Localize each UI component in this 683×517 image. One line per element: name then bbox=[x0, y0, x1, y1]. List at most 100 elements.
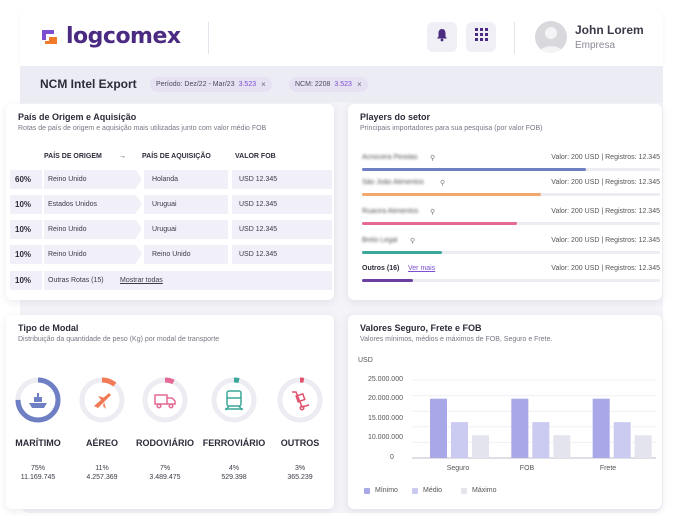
card-title: País de Origem e Aquisição bbox=[18, 112, 137, 122]
modal-label: RODOVIÁRIO bbox=[135, 438, 194, 448]
show-all-link[interactable]: Mostrar todas bbox=[120, 277, 163, 284]
player-value: Valor: 200 USD | Registros: 12.345 bbox=[551, 265, 660, 272]
filter-chip-period[interactable]: Período: Dez/22 - Mar/23 3.523 × bbox=[150, 77, 272, 92]
player-value: Valor: 200 USD | Registros: 12.345 bbox=[551, 154, 660, 161]
page-title: NCM Intel Export bbox=[40, 77, 137, 91]
player-value: Valor: 200 USD | Registros: 12.345 bbox=[551, 208, 660, 215]
other-routes-label: Outras Rotas (15) bbox=[48, 277, 104, 284]
player-value: Valor: 200 USD | Registros: 12.345 bbox=[551, 237, 660, 244]
table-row[interactable]: 10% Reino Unido Uruguai USD 12.345 bbox=[10, 220, 332, 239]
logcomex-logo[interactable]: logcomex bbox=[40, 24, 181, 49]
player-bar bbox=[362, 251, 443, 254]
bar-fob-2[interactable] bbox=[553, 435, 571, 458]
card-title: Valores Seguro, Frete e FOB bbox=[360, 323, 482, 333]
ship-icon bbox=[29, 393, 47, 408]
route-origin: Estados Unidos bbox=[48, 201, 98, 208]
route-percent: 10% bbox=[15, 276, 32, 285]
player-value: Valor: 200 USD | Registros: 12.345 bbox=[551, 179, 660, 186]
filter-chip-ncm[interactable]: NCM: 2208 3.523 × bbox=[289, 77, 368, 92]
search-icon[interactable]: ⚲ bbox=[440, 180, 446, 187]
notifications-button[interactable] bbox=[427, 22, 457, 52]
see-more-link[interactable]: Ver mais bbox=[408, 265, 436, 272]
bar-fob-1[interactable] bbox=[532, 422, 550, 458]
routes-card: País de Origem e Aquisição Rotas de país… bbox=[6, 104, 334, 300]
player-name: Brelo Legal bbox=[362, 237, 398, 244]
table-row[interactable]: 60% Reino Unido Holanda USD 12.345 bbox=[10, 170, 332, 189]
close-icon[interactable]: × bbox=[261, 80, 266, 89]
airplane-icon bbox=[94, 393, 111, 409]
train-donut bbox=[210, 376, 258, 424]
player-bar bbox=[362, 193, 541, 196]
apps-grid-icon bbox=[474, 28, 488, 46]
bar-frete-0[interactable] bbox=[592, 398, 610, 458]
donut-arc bbox=[277, 377, 323, 423]
search-icon[interactable]: ⚲ bbox=[430, 209, 436, 216]
bar-frete-2[interactable] bbox=[634, 435, 652, 458]
legend-item-max[interactable]: Máximo bbox=[461, 487, 497, 494]
donut-arc bbox=[79, 377, 125, 423]
table-row[interactable]: 10% Estados Unidos Uruguai USD 12.345 bbox=[10, 195, 332, 214]
bar-seguro-0[interactable] bbox=[430, 398, 447, 458]
hand-truck-icon bbox=[292, 391, 310, 411]
legend-item-avg[interactable]: Médio bbox=[412, 487, 442, 494]
filter-bar: NCM Intel Export Período: Dez/22 - Mar/2… bbox=[20, 66, 663, 102]
modal-percent: 7% bbox=[159, 465, 171, 472]
modal-percent: 11% bbox=[95, 465, 109, 472]
bar-seguro-2[interactable] bbox=[472, 435, 489, 458]
header-divider bbox=[208, 22, 209, 54]
modal-weight: 365.239 bbox=[287, 474, 313, 481]
modal-weight: 3.489.475 bbox=[149, 474, 181, 481]
route-acquisition: Reino Unido bbox=[152, 251, 191, 258]
chip-count: 3.523 bbox=[334, 81, 352, 88]
modal-weight: 4.257.369 bbox=[86, 474, 118, 481]
modal-label: FERROVIÁRIO bbox=[202, 438, 266, 448]
modal-weight: 529.398 bbox=[221, 474, 247, 481]
player-bar bbox=[362, 279, 413, 282]
search-icon[interactable]: ⚲ bbox=[430, 155, 436, 162]
column-header-fob: VALOR FOB bbox=[235, 153, 276, 160]
chip-label: Período: Dez/22 - Mar/23 bbox=[156, 81, 235, 88]
card-title: Tipo de Modal bbox=[18, 323, 79, 333]
bar-frete-1[interactable] bbox=[613, 422, 631, 458]
header-divider bbox=[514, 22, 515, 54]
card-subtitle: Distribuição da quantidade de peso (Kg) … bbox=[18, 336, 220, 343]
route-acquisition: Uruguai bbox=[152, 201, 177, 208]
card-subtitle: Principais importadores para sua pesquis… bbox=[360, 125, 543, 132]
legend-item-min[interactable]: Mínimo bbox=[364, 487, 398, 494]
chip-label: NCM: 2208 bbox=[295, 81, 331, 88]
donut-arc bbox=[142, 377, 188, 423]
modal-percent: 4% bbox=[228, 465, 240, 472]
modal-label: MARÍTIMO bbox=[15, 438, 61, 448]
apps-button[interactable] bbox=[466, 22, 496, 52]
arrow-right-icon: → bbox=[119, 153, 126, 160]
bar-seguro-1[interactable] bbox=[451, 422, 468, 458]
close-icon[interactable]: × bbox=[356, 80, 362, 89]
user-menu[interactable]: John Lorem Empresa bbox=[535, 21, 644, 53]
card-subtitle: Rotas de país de origem e aquisição mais… bbox=[18, 125, 267, 132]
legend-label: Mínimo bbox=[375, 487, 398, 494]
truck-donut bbox=[141, 376, 189, 424]
y-axis-unit: USD bbox=[358, 357, 373, 364]
bar-fob-0[interactable] bbox=[511, 398, 529, 458]
x-tick-label: Seguro bbox=[446, 465, 470, 472]
modal-weight: 11.169.745 bbox=[20, 474, 56, 481]
y-tick-label: 0 bbox=[390, 454, 394, 461]
column-header-origin: PAÍS DE ORIGEM bbox=[44, 153, 102, 160]
bell-icon bbox=[435, 28, 449, 47]
airplane-donut bbox=[78, 376, 126, 424]
donut-arc bbox=[15, 377, 61, 423]
route-fob: USD 12.345 bbox=[239, 226, 278, 233]
legend-label: Médio bbox=[423, 487, 443, 494]
top-header: logcomex John Lorem Empresa bbox=[20, 8, 663, 66]
modal-percent: 75% bbox=[30, 465, 45, 472]
player-bar bbox=[362, 222, 517, 225]
table-row[interactable]: 10% Reino Unido Reino Unido USD 12.345 bbox=[10, 245, 332, 264]
route-origin: Reino Unido bbox=[48, 176, 87, 183]
route-origin: Reino Unido bbox=[48, 226, 87, 233]
user-avatar-icon bbox=[535, 21, 567, 53]
modal-percent: 3% bbox=[294, 465, 306, 472]
search-icon[interactable]: ⚲ bbox=[410, 238, 416, 245]
route-percent: 60% bbox=[15, 175, 32, 184]
table-row-other-routes: 10% Outras Rotas (15) Mostrar todas bbox=[10, 271, 332, 290]
